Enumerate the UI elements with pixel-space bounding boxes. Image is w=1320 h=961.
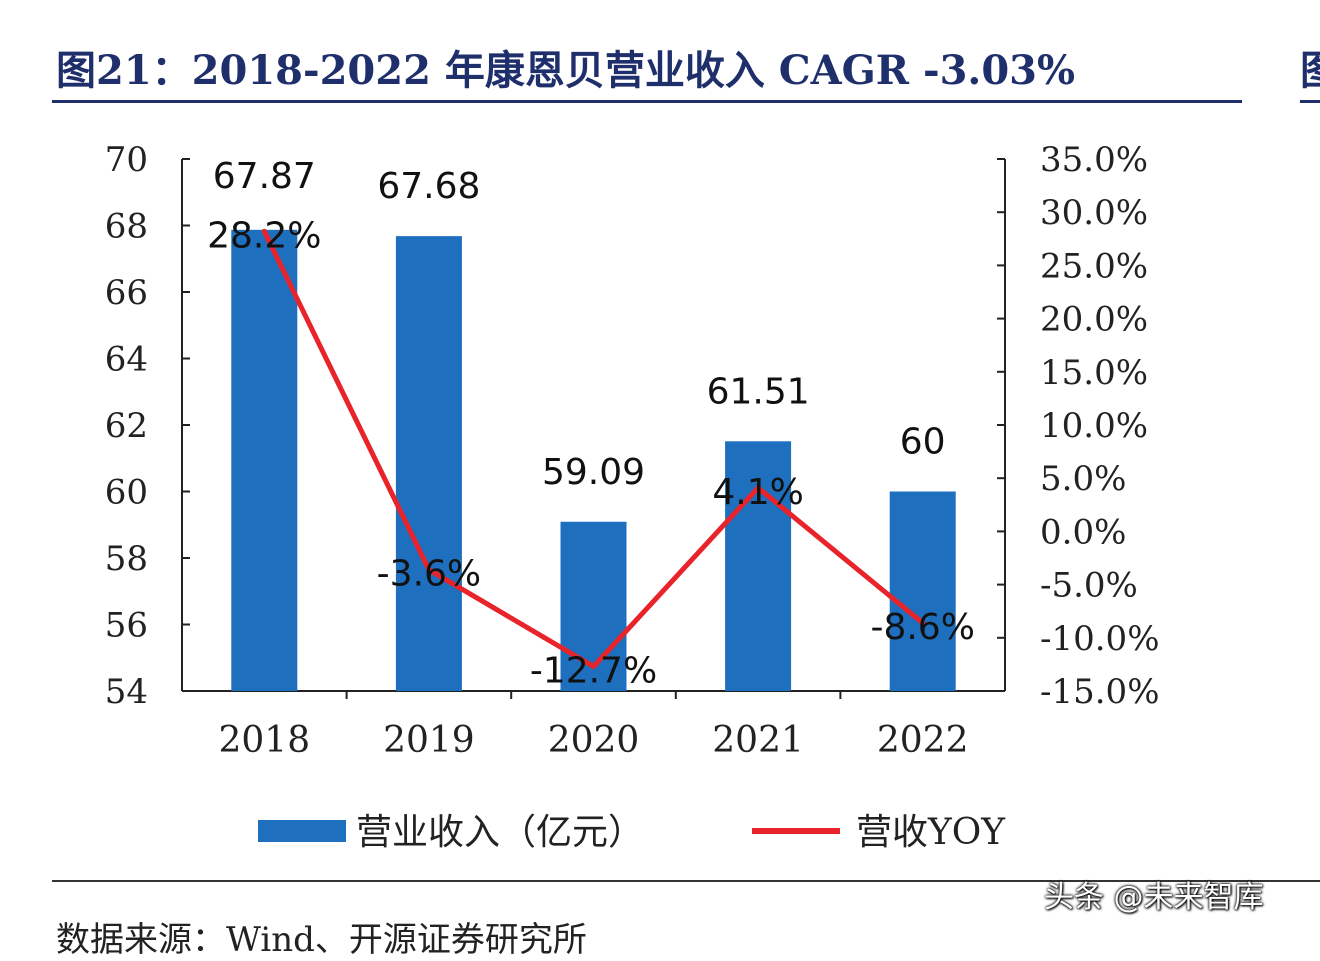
bar: [560, 521, 627, 691]
bar: [725, 441, 792, 691]
axes: 54 56 58 60 62 64 66 68 70 -15.0% -10.0% -5.0% 0.0% 5…: [105, 140, 1160, 761]
x-tick-label: 2020: [548, 720, 640, 761]
watermark: 头条 @未来智库: [1044, 880, 1264, 915]
right-tick-label: -10.0%: [1040, 619, 1160, 659]
next-figure-title-fragment: 图: [1300, 38, 1320, 96]
line-point: [426, 567, 432, 573]
x-tick-label: 2019: [383, 720, 475, 761]
yoy-value-label: -12.7%: [530, 651, 657, 692]
right-tick-label: 10.0%: [1040, 406, 1148, 446]
data-labels: 67.87 67.68 59.09 61.51 60 28.2% -3.6% -12.7% 4.…: [207, 156, 975, 692]
x-tick-label: 2021: [712, 720, 804, 761]
left-tick-label: 58: [105, 539, 148, 579]
bar-series: [231, 229, 956, 691]
right-tick-label: 30.0%: [1040, 193, 1148, 233]
bar-value-label: 67.87: [213, 156, 316, 197]
line-point: [755, 485, 761, 491]
right-tick-label: -5.0%: [1040, 566, 1138, 606]
bar: [889, 491, 956, 691]
legend-line-label: 营收YOY: [856, 812, 1006, 853]
bar-value-label: 67.68: [377, 166, 480, 207]
right-tick-label: 0.0%: [1040, 512, 1126, 552]
left-tick-label: 68: [105, 207, 148, 247]
legend-bar-swatch: [258, 820, 346, 842]
left-tick-label: 54: [105, 672, 148, 712]
bar-value-label: 59.09: [542, 452, 645, 493]
right-tick-label: 25.0%: [1040, 246, 1148, 286]
source-note: 数据来源：Wind、开源证券研究所: [56, 920, 587, 960]
line-point: [261, 228, 267, 234]
bar: [231, 229, 298, 691]
left-tick-label: 62: [105, 406, 148, 446]
right-tick-label: 5.0%: [1040, 459, 1126, 499]
bottom-rule: [52, 880, 1320, 882]
yoy-value-label: -8.6%: [870, 607, 974, 648]
yoy-value-label: -3.6%: [377, 554, 481, 595]
bar-value-label: 60: [900, 422, 946, 463]
left-tick-label: 66: [105, 273, 148, 313]
bar-value-label: 61.51: [707, 371, 810, 412]
legend: 营业收入（亿元） 营收YOY: [258, 812, 1006, 853]
right-tick-label: 35.0%: [1040, 140, 1148, 180]
left-tick-label: 56: [105, 606, 148, 646]
next-title-rule: [1300, 100, 1320, 103]
yoy-value-label: 4.1%: [712, 472, 803, 513]
bar: [395, 236, 462, 691]
title-rule: [52, 100, 1242, 103]
legend-bar-label: 营业收入（亿元）: [356, 812, 644, 853]
line-series: [261, 228, 926, 670]
combo-chart: 54 56 58 60 62 64 66 68 70 -15.0% -10.0% -5.0% 0.0% 5…: [105, 140, 1160, 853]
x-tick-label: 2018: [218, 720, 310, 761]
right-tick-label: 20.0%: [1040, 300, 1148, 340]
left-tick-label: 64: [105, 340, 148, 380]
line-point: [920, 620, 926, 626]
left-tick-label: 70: [105, 140, 148, 180]
right-tick-label: 15.0%: [1040, 353, 1148, 393]
line-point: [591, 664, 596, 670]
left-tick-label: 60: [105, 473, 148, 513]
figure-title: 图21：2018-2022 年康恩贝营业收入 CAGR -3.03%: [56, 47, 1076, 94]
yoy-value-label: 28.2%: [207, 215, 321, 256]
right-tick-label: -15.0%: [1040, 672, 1160, 712]
x-tick-label: 2022: [877, 720, 969, 761]
